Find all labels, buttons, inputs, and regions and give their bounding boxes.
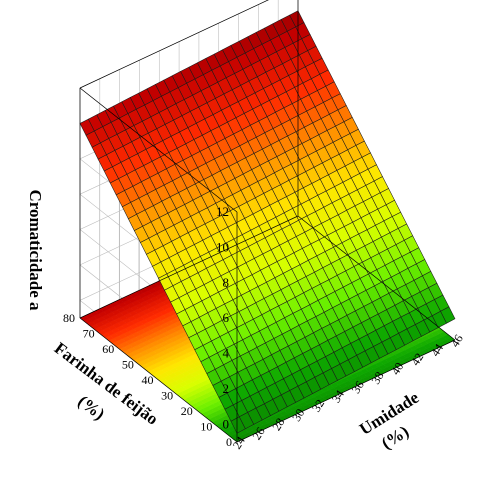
response-surface: [79, 10, 456, 434]
x-tick-label: 46: [448, 332, 466, 350]
y-tick-label: 20: [181, 404, 193, 418]
z-tick-label: 8: [223, 275, 230, 290]
y-tick-label: 80: [63, 311, 75, 325]
box-edge: [79, 87, 238, 213]
y-tick-label: 60: [102, 342, 114, 356]
z-tick-label: 2: [223, 381, 230, 396]
y-tick-label: 40: [142, 373, 154, 387]
box-edge: [79, 317, 238, 443]
y-axis-unit: (%): [74, 391, 108, 423]
z-axis-label: Cromaticidade a: [26, 189, 45, 311]
z-tick-label: 4: [223, 346, 230, 361]
y-tick-label: 30: [161, 389, 173, 403]
z-tick-label: 0: [223, 416, 230, 431]
box-edge: [236, 339, 456, 443]
y-tick-label: 50: [122, 358, 134, 372]
box-edge: [79, 215, 299, 319]
box-edges: [79, 0, 456, 443]
z-tick-label: 6: [223, 310, 230, 325]
box-edge: [79, 0, 269, 89]
box-edge: [297, 215, 456, 341]
surface-cell: [440, 306, 456, 324]
z-tick-label: 12: [216, 204, 229, 219]
z-tick-label: 10: [216, 239, 229, 254]
y-tick-label: 10: [200, 420, 212, 434]
y-tick-label: 70: [83, 327, 95, 341]
y-tick-label: 0: [226, 435, 232, 449]
